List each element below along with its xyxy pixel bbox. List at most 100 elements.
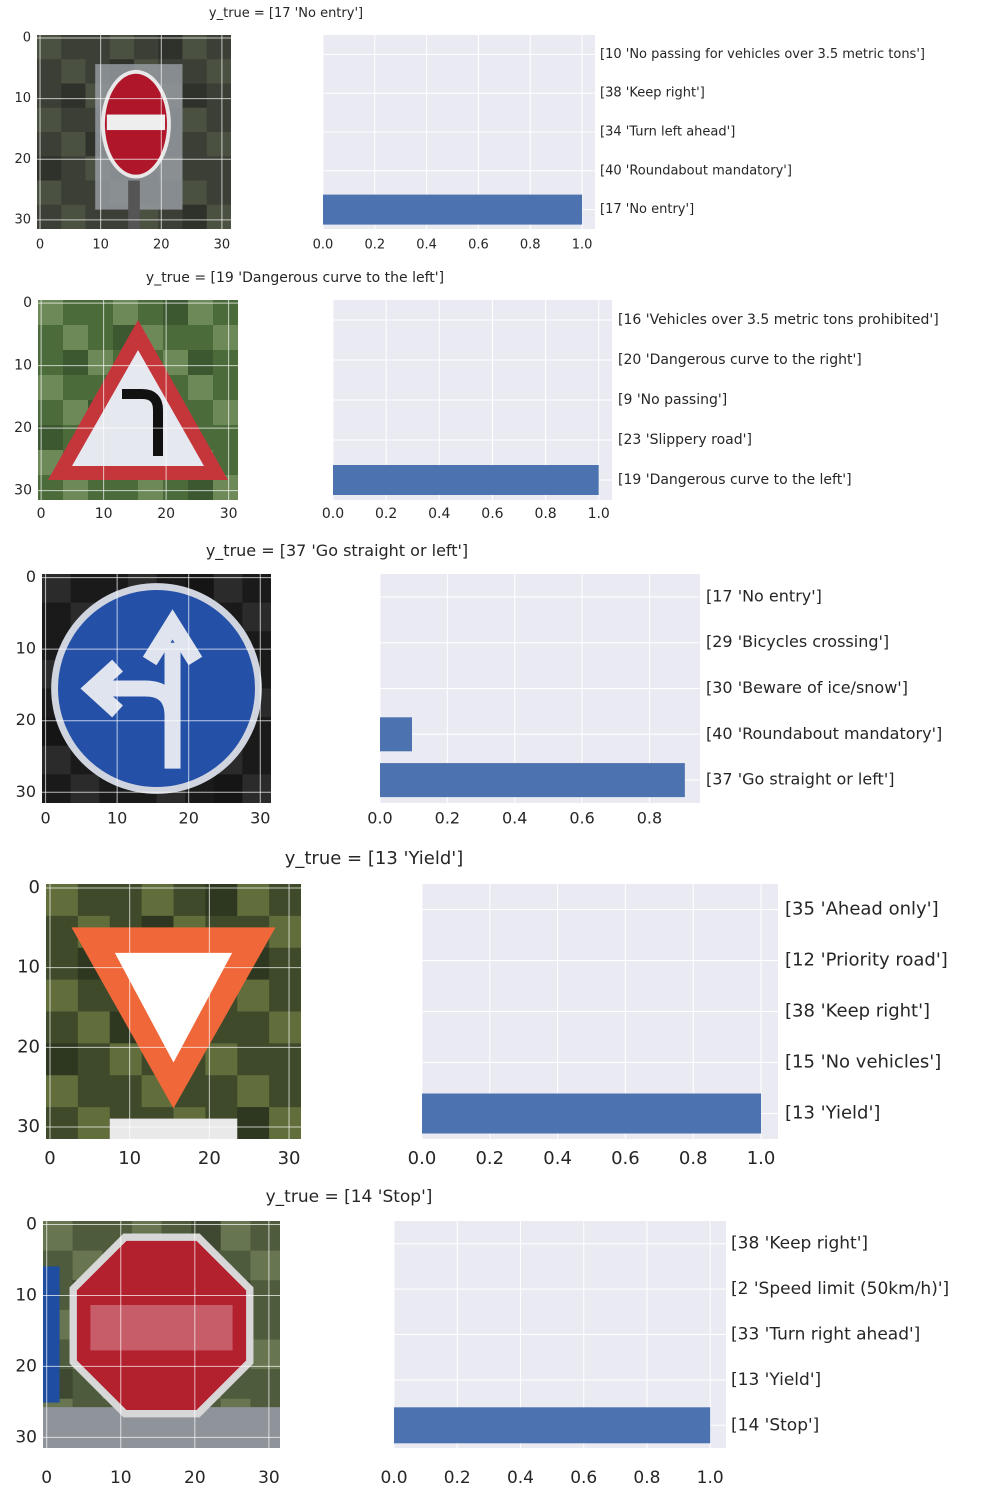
x-tick-label: 0.4 xyxy=(507,1468,534,1488)
image-y-tick-label: 20 xyxy=(15,1356,37,1376)
image-y-tick-label: 20 xyxy=(14,420,32,436)
probability-bar xyxy=(422,1093,762,1134)
x-tick-label: 1.0 xyxy=(747,1148,776,1169)
class-label: [35 'Ahead only'] xyxy=(785,899,939,920)
x-tick-label: 0.0 xyxy=(380,1468,407,1488)
x-tick-label: 0.8 xyxy=(637,809,662,828)
class-label: [23 'Slippery road'] xyxy=(618,432,752,448)
image-x-tick-label: 10 xyxy=(110,1468,132,1488)
image-x-tick-label: 0 xyxy=(40,809,50,828)
class-label: [9 'No passing'] xyxy=(618,392,727,408)
prediction-figure: 0 0 10 10 20 20 30 30 0.0 0.2 0.4 0.6 0.8 1.0 [14 'Sto… xyxy=(15,1215,949,1488)
row-1: y_true = [17 'No entry'] 0 0 10 10 20 20 30 30 0… xyxy=(0,0,982,260)
x-tick-label: 0.0 xyxy=(367,809,392,828)
x-tick-label: 1.0 xyxy=(572,238,593,253)
image-y-tick-label: 10 xyxy=(17,957,40,978)
image-y-tick-label: 0 xyxy=(26,1215,37,1235)
x-tick-label: 0.2 xyxy=(444,1468,471,1488)
image-y-tick-label: 0 xyxy=(23,31,31,46)
image-y-tick-label: 20 xyxy=(14,152,31,167)
image-x-tick-label: 30 xyxy=(220,506,238,522)
prediction-figure: 0 0 10 10 20 20 30 30 0.0 0.2 0.4 0.6 0.8 1.0 [19 'Dan… xyxy=(14,295,939,522)
class-label: [40 'Roundabout mandatory'] xyxy=(706,724,942,743)
class-label: [33 'Turn right ahead'] xyxy=(731,1325,920,1345)
probability-bar xyxy=(394,1407,711,1444)
class-label: [13 'Yield'] xyxy=(731,1370,821,1390)
probability-bar xyxy=(380,717,412,752)
image-y-tick-label: 30 xyxy=(16,782,36,801)
x-tick-label: 1.0 xyxy=(697,1468,724,1488)
image-x-tick-label: 0 xyxy=(41,1468,52,1488)
chart-title: y_true = [13 'Yield'] xyxy=(284,848,464,869)
image-x-tick-label: 30 xyxy=(214,238,231,253)
sign-thumbnail xyxy=(46,884,301,1139)
x-tick-label: 0.0 xyxy=(322,506,344,522)
probability-bar xyxy=(333,465,599,495)
image-x-tick-label: 30 xyxy=(250,809,270,828)
row-4: y_true = [13 'Yield'] 0 0 10 10 20 20 30 30 0.0 0… xyxy=(0,836,982,1172)
class-label: [38 'Keep right'] xyxy=(731,1234,868,1254)
class-label: [40 'Roundabout mandatory'] xyxy=(600,163,792,178)
chart-title: y_true = [14 'Stop'] xyxy=(265,1187,433,1207)
probability-bar xyxy=(380,763,685,798)
image-y-tick-label: 30 xyxy=(17,1116,40,1137)
prediction-figure: 0 0 10 10 20 20 30 30 0.0 0.2 0.4 0.6 0.8 1.0 [13 'Yie… xyxy=(17,877,948,1169)
row-5: y_true = [14 'Stop'] 0 0 10 10 20 20 30 30 0.0 0.… xyxy=(0,1174,982,1494)
probability-bar xyxy=(323,194,583,225)
image-y-tick-label: 20 xyxy=(17,1036,40,1057)
sign-thumbnail xyxy=(38,300,238,500)
class-label: [34 'Turn left ahead'] xyxy=(600,125,735,140)
x-tick-label: 0.8 xyxy=(679,1148,708,1169)
x-tick-label: 0.8 xyxy=(534,506,556,522)
image-x-tick-label: 30 xyxy=(258,1468,280,1488)
x-tick-label: 0.2 xyxy=(364,238,385,253)
image-y-tick-label: 30 xyxy=(14,483,32,499)
x-tick-label: 0.6 xyxy=(481,506,503,522)
x-tick-label: 0.6 xyxy=(570,1468,597,1488)
image-x-tick-label: 0 xyxy=(37,506,46,522)
x-tick-label: 0.6 xyxy=(468,238,489,253)
image-y-tick-label: 0 xyxy=(29,877,40,898)
prediction-figure: 0 0 10 10 20 20 30 30 0.0 0.2 0.4 0.6 0.8 1.0 [17 'No … xyxy=(14,31,925,253)
class-label: [14 'Stop'] xyxy=(731,1415,819,1435)
row-3: y_true = [37 'Go straight or left'] 0 0 10… xyxy=(0,530,982,834)
x-tick-label: 0.2 xyxy=(475,1148,504,1169)
x-tick-label: 0.4 xyxy=(502,809,527,828)
x-tick-label: 0.4 xyxy=(416,238,437,253)
class-label: [13 'Yield'] xyxy=(785,1103,880,1124)
image-x-tick-label: 20 xyxy=(153,238,170,253)
class-label: [37 'Go straight or left'] xyxy=(706,770,894,789)
prediction-figure: 0 0 10 10 20 20 30 30 0.0 0.2 0.4 0.6 0.8 [37 'Go str… xyxy=(16,567,943,828)
image-x-tick-label: 10 xyxy=(107,809,127,828)
x-tick-label: 0.4 xyxy=(428,506,450,522)
x-tick-label: 0.8 xyxy=(633,1468,660,1488)
image-x-tick-label: 10 xyxy=(118,1148,141,1169)
image-x-tick-label: 30 xyxy=(278,1148,301,1169)
class-label: [17 'No entry'] xyxy=(706,586,822,605)
sign-thumbnail xyxy=(43,1221,280,1448)
image-x-tick-label: 20 xyxy=(179,809,199,828)
chart-title: y_true = [19 'Dangerous curve to the lef… xyxy=(145,270,445,286)
class-label: [19 'Dangerous curve to the left'] xyxy=(618,472,852,488)
image-y-tick-label: 30 xyxy=(14,212,31,227)
class-label: [30 'Beware of ice/snow'] xyxy=(706,678,908,697)
x-tick-label: 0.2 xyxy=(375,506,397,522)
class-label: [12 'Priority road'] xyxy=(785,950,948,971)
image-x-tick-label: 0 xyxy=(36,238,44,253)
image-y-tick-label: 10 xyxy=(16,639,36,658)
x-tick-label: 0.8 xyxy=(520,238,541,253)
image-y-tick-label: 0 xyxy=(23,295,32,311)
image-y-tick-label: 10 xyxy=(14,358,32,374)
image-y-tick-label: 10 xyxy=(15,1285,37,1305)
x-tick-label: 1.0 xyxy=(588,506,610,522)
class-label: [15 'No vehicles'] xyxy=(785,1052,941,1073)
row-2: y_true = [19 'Dangerous curve to the lef… xyxy=(0,262,982,528)
chart-title: y_true = [17 'No entry'] xyxy=(208,6,364,21)
sign-thumbnail xyxy=(37,35,231,229)
class-label: [38 'Keep right'] xyxy=(600,86,705,101)
image-x-tick-label: 10 xyxy=(95,506,113,522)
x-tick-label: 0.4 xyxy=(543,1148,572,1169)
image-y-tick-label: 30 xyxy=(15,1427,37,1447)
image-x-tick-label: 0 xyxy=(44,1148,55,1169)
class-label: [29 'Bicycles crossing'] xyxy=(706,632,889,651)
